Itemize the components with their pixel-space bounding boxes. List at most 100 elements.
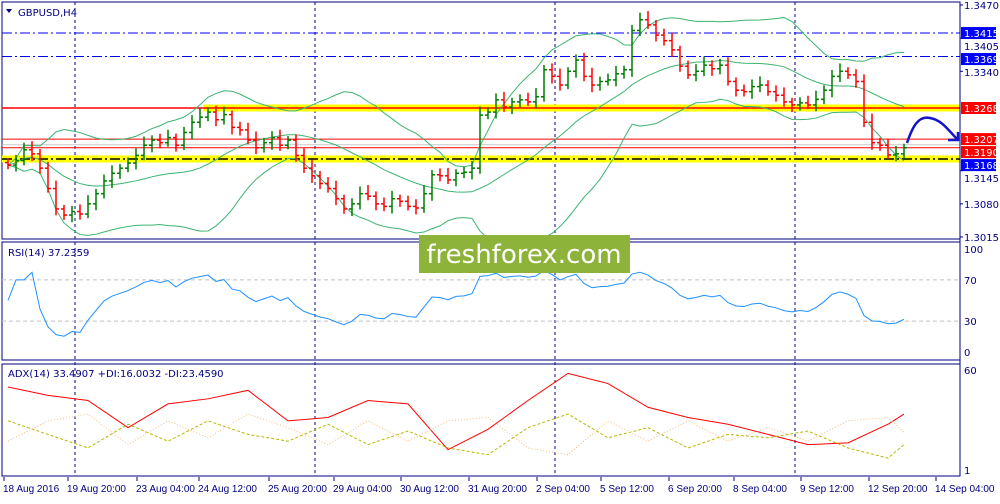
ohlc-bar: [501, 91, 507, 112]
ohlc-bar: [237, 121, 243, 136]
bollinger-middle: [7, 59, 905, 193]
ohlc-bar: [741, 84, 747, 97]
time-tick-label: 25 Aug 20:00: [268, 484, 327, 495]
ohlc-bar: [733, 77, 739, 97]
time-tick-label: 8 Sep 04:00: [733, 484, 787, 495]
ohlc-bar: [461, 166, 467, 179]
ohlc-bar: [445, 167, 451, 184]
time-tick-label: 30 Aug 12:00: [400, 484, 459, 495]
price-level-label: [961, 133, 996, 146]
rsi-line: [7, 269, 905, 337]
adx-panel-frame: [1, 363, 961, 477]
ohlc-bar: [821, 85, 827, 105]
price-tick-label: 1.3080: [964, 200, 999, 211]
ohlc-bar: [797, 97, 803, 111]
bollinger-upper: [7, 17, 905, 168]
ohlc-bar: [725, 57, 731, 86]
ohlc-bar: [701, 56, 707, 77]
ohlc-bar: [117, 164, 123, 179]
ohlc-bar: [213, 105, 219, 127]
rsi-tick-label: 70: [964, 276, 977, 287]
price-level-label: [961, 101, 996, 114]
time-tick-label: 19 Aug 20:00: [67, 484, 126, 495]
ohlc-bar: [309, 159, 315, 183]
ohlc-bar: [29, 141, 35, 162]
rsi-tick-label: 100: [964, 245, 983, 256]
ohlc-bar: [549, 63, 555, 84]
ohlc-bar: [533, 88, 539, 109]
ohlc-bar: [429, 169, 435, 201]
ohlc-bar: [453, 169, 459, 187]
price-tick-label: 1.3015: [964, 233, 999, 244]
support-zone-band: [2, 155, 960, 163]
minus-di-line: [7, 413, 905, 456]
ohlc-bar: [869, 113, 875, 150]
rsi-tick-label: 30: [964, 317, 977, 328]
ohlc-bar: [277, 129, 283, 151]
ohlc-bar: [757, 76, 763, 93]
ohlc-bar: [253, 131, 259, 155]
price-tick-label: 1.3145: [964, 174, 999, 185]
ohlc-bar: [581, 52, 587, 82]
price-level-text: 1.3168: [964, 161, 999, 172]
ohlc-bar: [405, 195, 411, 211]
ohlc-bar: [813, 90, 819, 112]
ohlc-bar: [141, 136, 147, 161]
ohlc-bar: [221, 106, 227, 125]
ohlc-bar: [781, 87, 787, 107]
time-tick-label: 31 Aug 20:00: [468, 484, 527, 495]
time-tick-label: 5 Sep 12:00: [600, 484, 654, 495]
ohlc-bar: [173, 133, 179, 152]
ohlc-bar: [261, 137, 267, 153]
ohlc-bar: [45, 161, 51, 193]
ohlc-bar: [557, 68, 563, 91]
ohlc-bar: [93, 188, 99, 211]
price-level-text: 1.3415: [964, 29, 999, 40]
ohlc-bar: [205, 107, 211, 122]
ohlc-bar: [37, 149, 43, 174]
ohlc-bar: [837, 63, 843, 82]
price-level-label: [961, 146, 996, 159]
ohlc-bar: [749, 79, 755, 99]
price-panel-frame: [1, 1, 961, 240]
ohlc-bar: [861, 74, 867, 128]
ohlc-bar: [293, 134, 299, 162]
ohlc-bar: [21, 142, 27, 166]
price-tick-label: 1.3470: [964, 1, 999, 12]
ohlc-bar: [13, 154, 19, 172]
ohlc-bar: [685, 60, 691, 79]
ohlc-bar: [389, 190, 395, 214]
ohlc-bar: [61, 204, 67, 220]
ohlc-bar: [853, 69, 859, 88]
collapse-triangle-icon[interactable]: [6, 9, 12, 13]
price-tick-label: 1.3340: [964, 68, 999, 79]
ohlc-bar: [493, 93, 499, 119]
ohlc-bar: [717, 58, 723, 75]
watermark-text: freshforex.com: [426, 240, 621, 270]
ohlc-bar: [437, 168, 443, 182]
rsi-panel: 100 70 30 0: [1, 241, 983, 361]
ohlc-bar: [885, 138, 891, 159]
price-axis-labels: 1.3470 1.3415 1.3405 1.3369 1.3340 1.3268 1.32…: [961, 1, 999, 244]
rsi-title: RSI(14) 37.2359: [8, 248, 89, 259]
ohlc-bar: [565, 67, 571, 90]
time-tick-label: 9 Sep 12:00: [800, 484, 854, 495]
watermark-logo: freshforex.com: [419, 235, 630, 273]
ohlc-bar: [597, 76, 603, 91]
ohlc-bar: [877, 137, 883, 151]
price-level-text: 1.3190: [964, 148, 999, 159]
ohlc-bar: [229, 110, 235, 135]
time-tick-label: 14 Sep 04:00: [935, 484, 995, 495]
ohlc-bar: [157, 133, 163, 149]
ohlc-bar: [829, 70, 835, 98]
ohlc-bar: [509, 97, 515, 115]
ohlc-bar: [693, 64, 699, 82]
time-tick-label: 2 Sep 04:00: [536, 484, 590, 495]
ohlc-bar: [789, 97, 795, 113]
time-tick-label: 18 Aug 2016: [3, 484, 60, 495]
ohlc-bar: [541, 64, 547, 102]
time-tick-label: 24 Aug 12:00: [198, 484, 257, 495]
price-panel: [1, 1, 963, 476]
ohlc-bar: [621, 65, 627, 79]
